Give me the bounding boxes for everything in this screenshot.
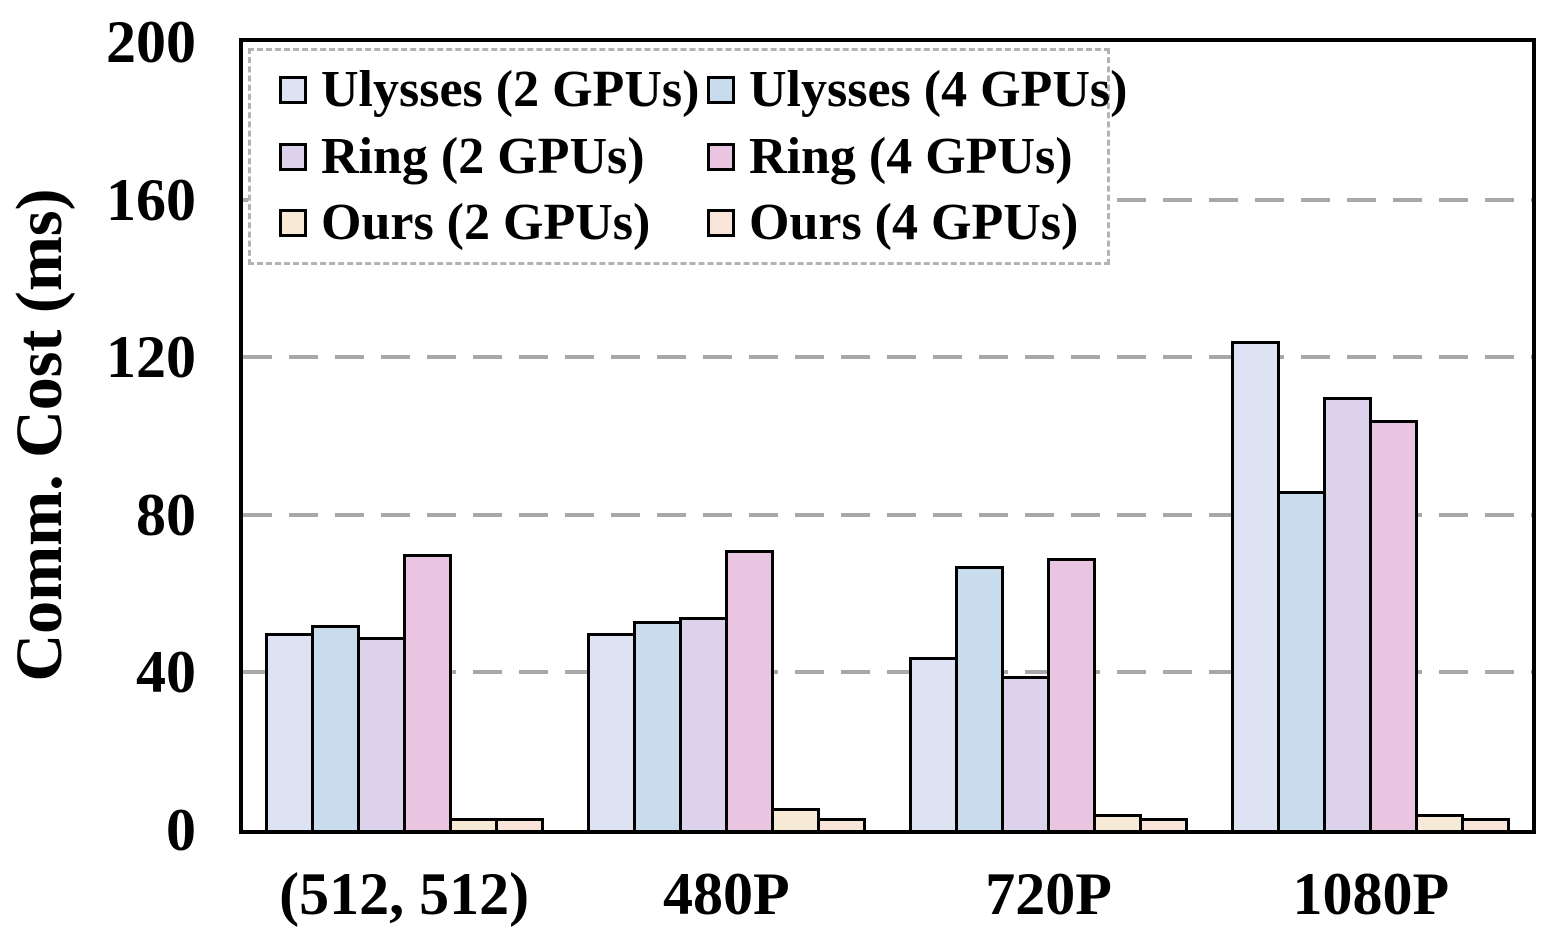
legend-label: Ours (4 GPUs) <box>749 194 1079 252</box>
legend-item: Ulysses (4 GPUs) <box>707 62 1127 118</box>
bar-ulysses-4-gpus-1080p <box>1277 491 1327 830</box>
bar-ring-2-gpus-1080p <box>1323 397 1373 830</box>
legend-item: Ulysses (2 GPUs) <box>279 62 707 118</box>
legend-swatch-icon <box>707 209 735 238</box>
legend-label: Ring (2 GPUs) <box>321 127 645 185</box>
bar-ulysses-4-gpus-480p <box>632 621 682 830</box>
bar-ours-2-gpus-480p <box>770 808 820 830</box>
x-category-label: 1080P <box>1292 861 1450 927</box>
legend-swatch-icon <box>279 209 307 238</box>
x-category-label: 720P <box>985 861 1112 927</box>
bar-ring-4-gpus--512-512 <box>402 554 452 830</box>
legend-swatch-icon <box>279 142 307 171</box>
gridline-40 <box>243 670 1532 675</box>
legend-label: Ulysses (4 GPUs) <box>749 60 1128 118</box>
y-tick-label-160: 160 <box>106 166 196 233</box>
bar-ring-2-gpus--512-512 <box>356 637 406 830</box>
legend: Ulysses (2 GPUs) Ulysses (4 GPUs) Ring (2 … <box>248 48 1127 265</box>
y-tick-label-40: 40 <box>136 639 196 706</box>
legend-item: Ours (2 GPUs) <box>279 195 707 251</box>
legend-item: Ring (2 GPUs) <box>279 129 707 185</box>
bar-ulysses-4-gpus-720p <box>955 566 1005 830</box>
legend-label: Ring (4 GPUs) <box>749 127 1073 185</box>
gridline-120 <box>243 355 1532 360</box>
bar-ours-4-gpus--512-512 <box>494 818 544 830</box>
bar-ulysses-4-gpus--512-512 <box>310 625 360 830</box>
x-category-label: 480P <box>663 861 790 927</box>
y-tick-label-200: 200 <box>106 9 196 75</box>
legend-swatch-icon <box>707 142 735 171</box>
bar-ring-4-gpus-1080p <box>1369 420 1419 830</box>
bar-ulysses-2-gpus--512-512 <box>264 633 314 830</box>
y-axis-title: Comm. Cost (ms) <box>3 188 76 682</box>
bar-ulysses-2-gpus-480p <box>586 633 636 830</box>
y-tick-label-120: 120 <box>106 324 196 391</box>
bar-ring-4-gpus-480p <box>724 550 774 830</box>
x-category-label: (512, 512) <box>279 861 530 927</box>
bar-ulysses-2-gpus-1080p <box>1231 341 1281 830</box>
bar-ours-2-gpus-1080p <box>1415 814 1465 830</box>
bar-ours-2-gpus--512-512 <box>448 818 498 830</box>
gridline-80 <box>243 512 1532 517</box>
bar-ours-4-gpus-480p <box>816 818 866 830</box>
y-tick-label-80: 80 <box>136 481 196 548</box>
legend-swatch-icon <box>707 75 735 104</box>
bar-ulysses-2-gpus-720p <box>909 657 959 830</box>
bar-ring-2-gpus-720p <box>1001 676 1051 830</box>
bar-ring-2-gpus-480p <box>678 617 728 830</box>
bar-ring-4-gpus-720p <box>1047 558 1097 830</box>
y-tick-label-0: 0 <box>166 797 196 863</box>
bar-ours-4-gpus-1080p <box>1461 818 1511 830</box>
legend-item: Ring (4 GPUs) <box>707 129 1127 185</box>
legend-item: Ours (4 GPUs) <box>707 195 1127 251</box>
bar-ours-4-gpus-720p <box>1139 818 1189 830</box>
legend-swatch-icon <box>279 75 307 104</box>
legend-label: Ulysses (2 GPUs) <box>321 60 700 118</box>
bar-ours-2-gpus-720p <box>1093 814 1143 830</box>
legend-label: Ours (2 GPUs) <box>321 194 651 252</box>
